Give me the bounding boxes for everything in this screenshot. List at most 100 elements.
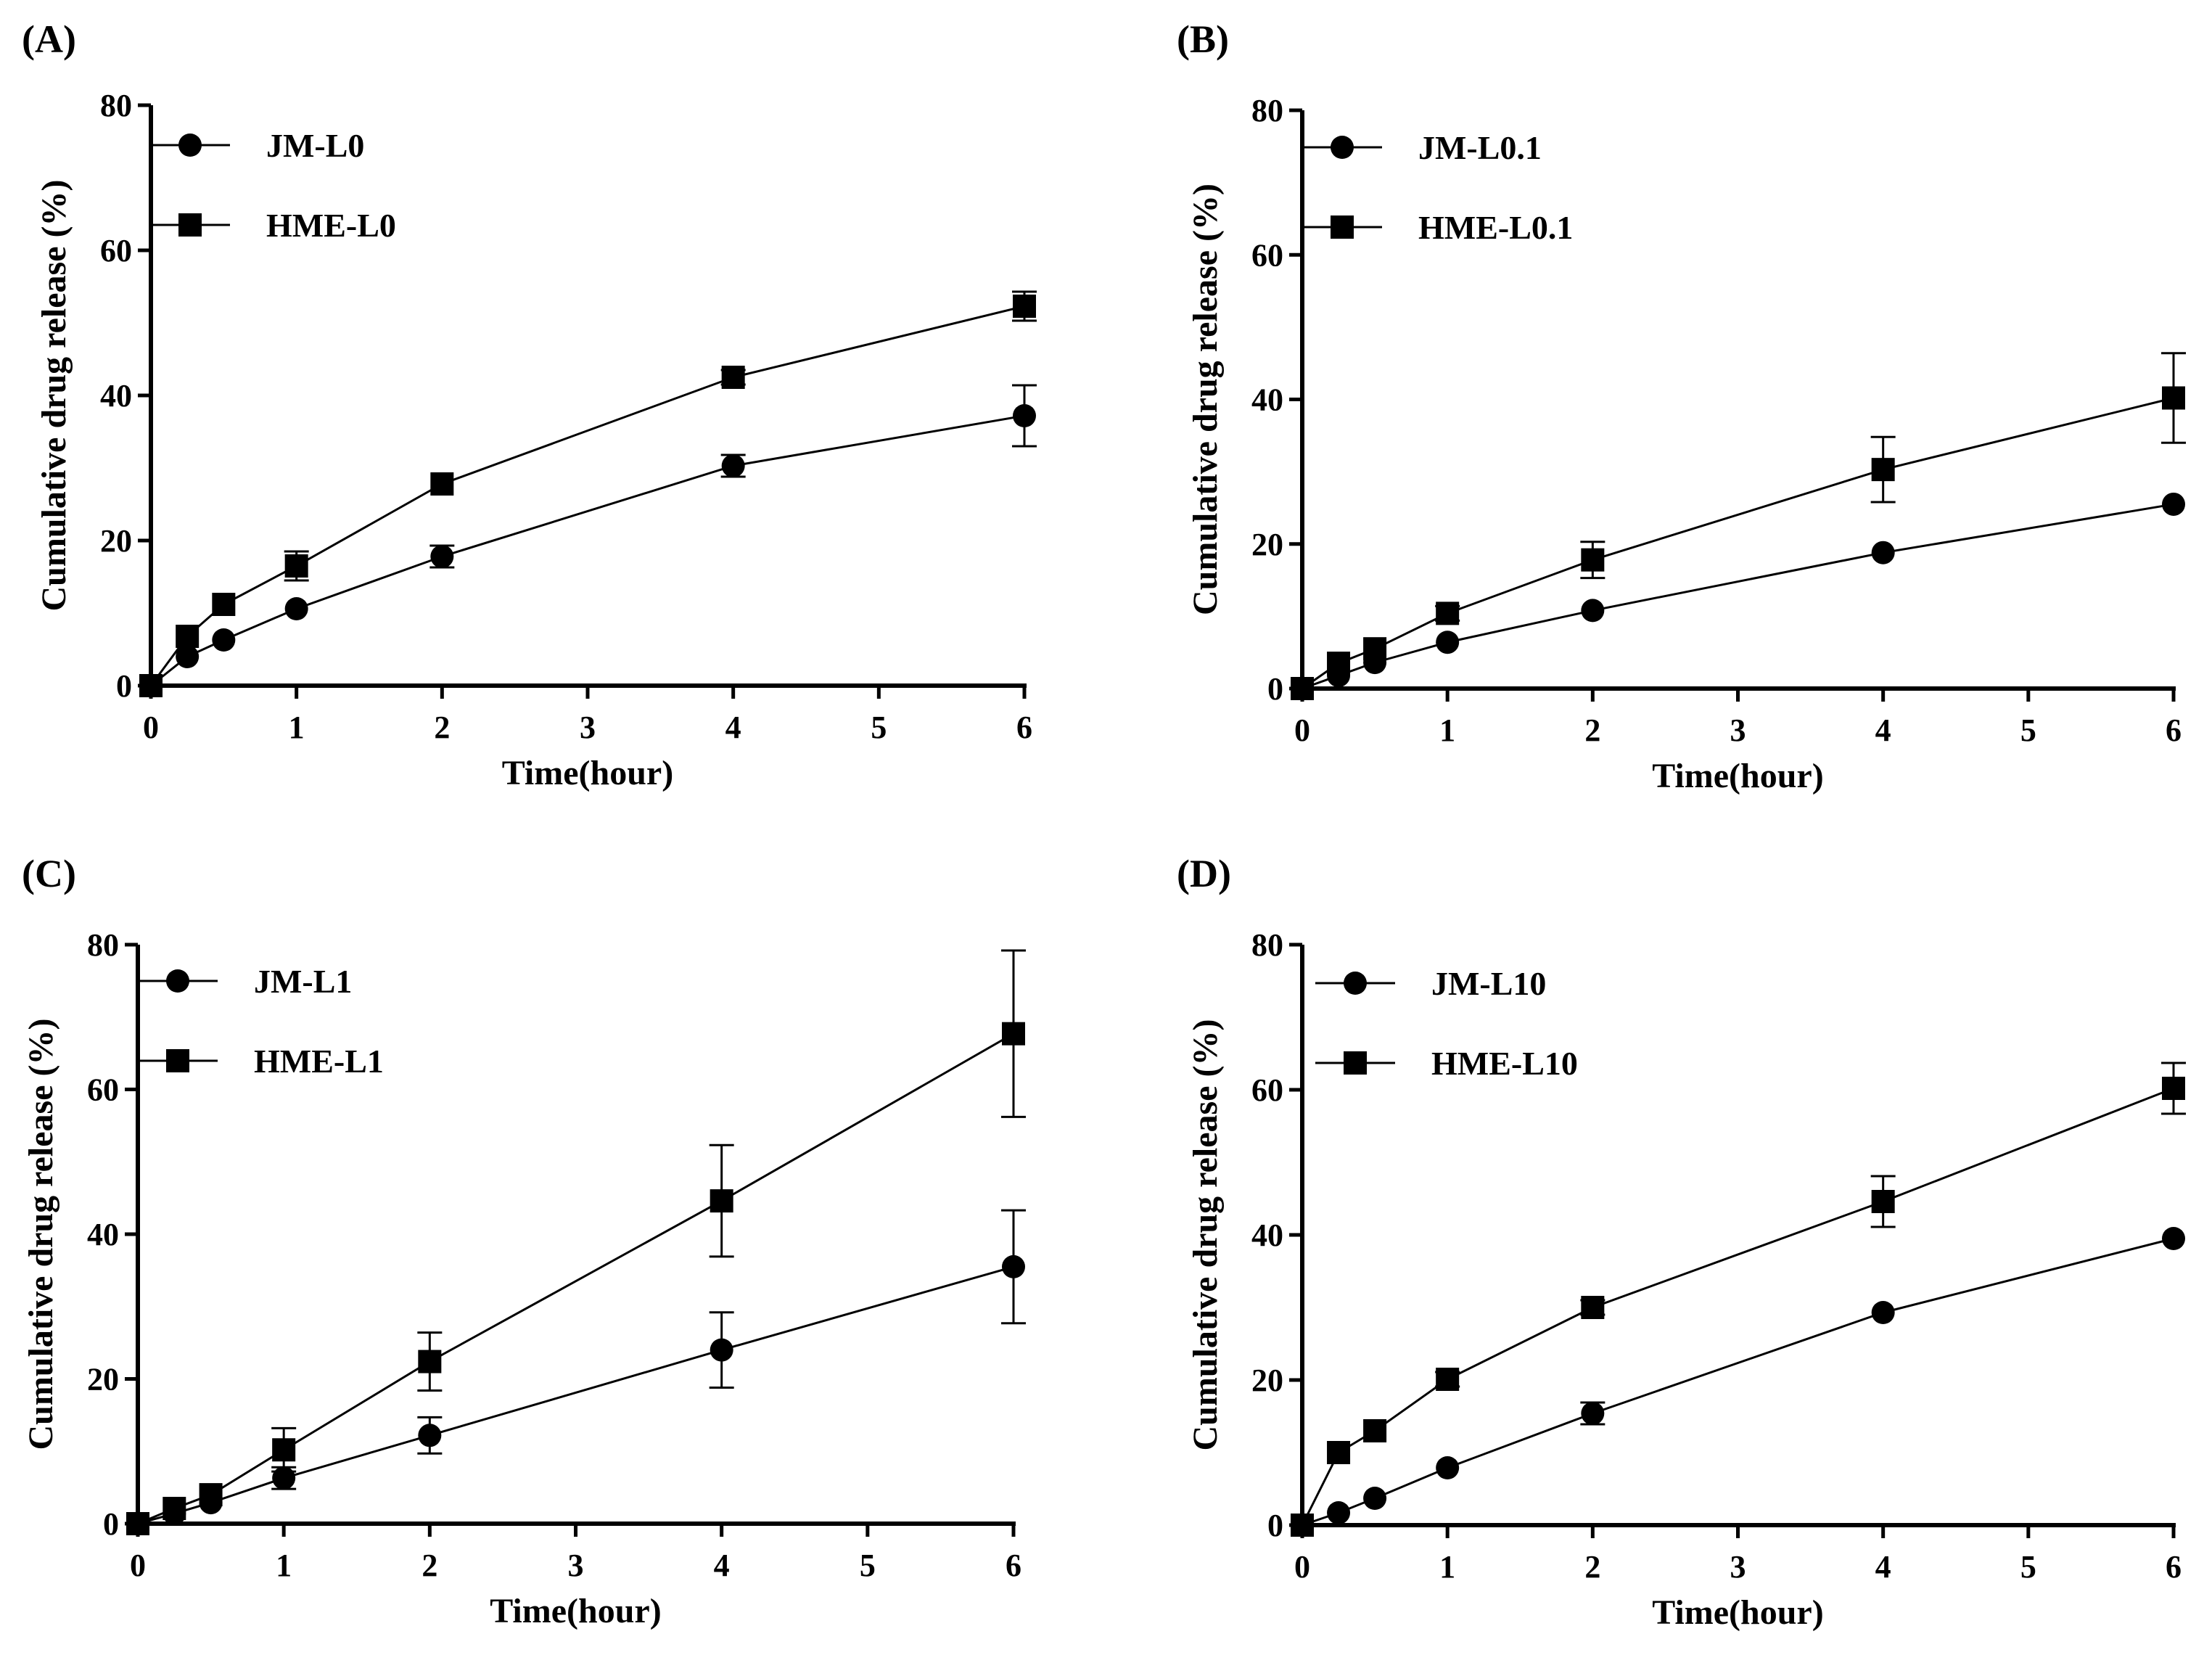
- data-point-square: [1291, 1514, 1314, 1537]
- series-HME-L0.1: [1291, 352, 2186, 700]
- data-point-circle: [1436, 1456, 1460, 1479]
- x-tick-label: 2: [1584, 712, 1600, 748]
- x-tick-label: 0: [143, 710, 159, 745]
- legend-marker-square: [166, 1049, 189, 1072]
- y-tick-label: 0: [1267, 671, 1283, 707]
- chart-panel-c: (C)0 1 2 3 4 5 6020406080Time(hour)Cumulative …: [22, 852, 1026, 1630]
- x-tick-label: 6: [1016, 710, 1032, 745]
- x-tick-label: 2: [1584, 1549, 1600, 1585]
- data-point-circle: [1581, 599, 1605, 623]
- x-axis-title: Time(hour): [1652, 757, 1823, 795]
- data-point-circle: [1436, 631, 1460, 654]
- data-point-square: [199, 1483, 223, 1507]
- y-tick-label: 0: [1267, 1508, 1283, 1543]
- legend-label: JM-L0.1: [1418, 129, 1542, 166]
- chart-panel-d: (D)0 1 2 3 4 5 6020406080Time(hour)Cumulative …: [1177, 852, 2186, 1632]
- data-point-square: [2162, 1077, 2185, 1100]
- x-tick-label: 5: [2020, 1549, 2036, 1585]
- legend-label: JM-L1: [254, 963, 352, 1000]
- panel-label: (D): [1177, 852, 1231, 895]
- data-point-circle: [1581, 1402, 1605, 1425]
- y-axis-title: Cumulative drug release (%): [1186, 1019, 1225, 1450]
- data-point-circle: [1363, 1487, 1387, 1510]
- data-point-square: [1436, 601, 1460, 625]
- data-point-circle: [1871, 541, 1895, 564]
- y-tick-label: 40: [1251, 1217, 1283, 1253]
- series-HME-L1: [126, 949, 1026, 1535]
- chart-panel-b: (B)0 1 2 3 4 5 6020406080Time(hour)Cumulative …: [1177, 17, 2186, 795]
- data-point-circle: [430, 545, 454, 568]
- series-JM-L10: [1291, 1227, 2185, 1537]
- data-point-square: [163, 1497, 186, 1521]
- data-point-circle: [1871, 1301, 1895, 1324]
- series-line: [150, 414, 1025, 687]
- series-HME-L10: [1291, 1061, 2186, 1537]
- y-tick-label: 80: [100, 88, 132, 123]
- data-point-circle: [176, 645, 200, 668]
- legend-marker-circle: [166, 969, 189, 993]
- y-axis-title: Cumulative drug release (%): [22, 1018, 60, 1450]
- y-axis-title: Cumulative drug release (%): [1186, 184, 1225, 615]
- legend-marker-square: [1331, 215, 1354, 239]
- y-tick-label: 80: [87, 927, 119, 963]
- legend-marker-circle: [1331, 136, 1354, 159]
- data-point-circle: [721, 454, 745, 477]
- x-tick-label: 0: [1294, 712, 1310, 748]
- data-point-square: [284, 554, 308, 578]
- series-line: [1302, 397, 2174, 690]
- data-point-square: [1581, 1296, 1605, 1319]
- data-point-square: [721, 366, 745, 389]
- series-line: [137, 1265, 1014, 1525]
- x-tick-label: 3: [1730, 712, 1746, 748]
- series-JM-L0: [139, 384, 1037, 697]
- y-tick-label: 60: [87, 1072, 119, 1108]
- x-tick-label: 1: [289, 710, 305, 745]
- data-point-square: [710, 1189, 733, 1213]
- data-point-square: [2162, 386, 2185, 410]
- data-point-square: [176, 625, 200, 648]
- data-point-square: [1436, 1368, 1460, 1391]
- legend-marker-square: [178, 213, 202, 237]
- x-tick-label: 4: [1875, 712, 1891, 748]
- y-tick-label: 60: [1251, 237, 1283, 273]
- y-tick-label: 60: [100, 233, 132, 268]
- legend-label: HME-L0: [266, 207, 396, 244]
- y-tick-label: 20: [1251, 1363, 1283, 1398]
- series-line: [1301, 1087, 2174, 1526]
- panel-label: (A): [22, 17, 76, 61]
- y-tick-label: 0: [116, 668, 132, 704]
- series-line: [149, 305, 1025, 686]
- data-point-square: [212, 593, 236, 616]
- x-tick-label: 2: [422, 1548, 437, 1583]
- x-tick-label: 1: [276, 1548, 292, 1583]
- data-point-circle: [1002, 1254, 1025, 1278]
- legend-label: JM-L10: [1431, 965, 1546, 1002]
- data-point-square: [1013, 295, 1036, 318]
- data-point-circle: [2162, 492, 2185, 516]
- data-point-square: [1327, 652, 1351, 675]
- x-axis-title: Time(hour): [1652, 1593, 1823, 1632]
- x-tick-label: 6: [2166, 712, 2182, 748]
- data-point-square: [1363, 637, 1387, 661]
- data-point-circle: [1013, 404, 1036, 427]
- legend-label: JM-L0: [266, 127, 364, 164]
- legend-marker-circle: [178, 134, 202, 157]
- series-JM-L0.1: [1291, 492, 2185, 700]
- y-tick-label: 20: [1251, 527, 1283, 562]
- y-tick-label: 20: [100, 523, 132, 559]
- data-point-square: [1871, 1190, 1895, 1213]
- legend-marker-square: [1344, 1051, 1367, 1075]
- data-point-square: [430, 472, 454, 496]
- data-point-circle: [1327, 1501, 1351, 1524]
- data-point-square: [126, 1512, 149, 1535]
- data-point-square: [1327, 1441, 1351, 1464]
- chart-panel-a: (A)0 1 2 3 4 5 6020406080Time(hour)Cumulative …: [22, 17, 1037, 792]
- data-point-circle: [284, 597, 308, 620]
- x-tick-label: 3: [568, 1548, 584, 1583]
- x-tick-label: 5: [2020, 712, 2036, 748]
- panel-label: (B): [1177, 17, 1229, 61]
- x-tick-label: 4: [1875, 1549, 1891, 1585]
- data-point-circle: [2162, 1227, 2185, 1250]
- legend-label: HME-L10: [1431, 1045, 1578, 1082]
